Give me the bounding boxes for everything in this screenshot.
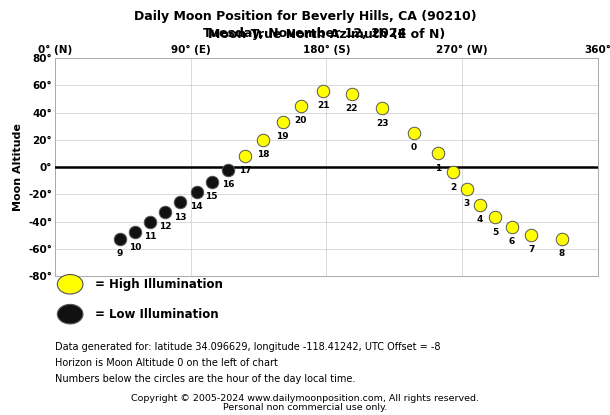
Text: 15: 15 (206, 192, 218, 201)
Text: 5: 5 (492, 228, 498, 237)
Point (115, 236, 124, 242)
Y-axis label: Moon Altitude: Moon Altitude (13, 123, 23, 211)
Point (377, 105, 387, 112)
Text: 18: 18 (257, 150, 269, 159)
Point (475, 202, 485, 208)
Text: Personal non commercial use only.: Personal non commercial use only. (223, 403, 387, 412)
Point (296, 103, 306, 109)
Text: 9: 9 (117, 249, 123, 259)
Text: 17: 17 (239, 166, 251, 176)
Text: 2: 2 (450, 183, 456, 192)
Point (433, 150, 443, 157)
Point (318, 88, 328, 94)
Text: 0: 0 (411, 143, 417, 152)
Point (258, 137, 268, 143)
Text: 12: 12 (159, 222, 171, 231)
Text: 13: 13 (174, 212, 186, 222)
Point (409, 129, 418, 136)
Point (160, 209, 170, 215)
Point (145, 218, 155, 225)
Text: Data generated for: latitude 34.096629, longitude -118.41242, UTC Offset = -8: Data generated for: latitude 34.096629, … (55, 342, 440, 352)
Text: 16: 16 (222, 180, 235, 189)
Text: 1: 1 (435, 164, 441, 173)
Circle shape (57, 304, 83, 324)
Text: 6: 6 (509, 237, 515, 246)
X-axis label: Moon True North Azimuth (E of N): Moon True North Azimuth (E of N) (208, 28, 445, 42)
Point (448, 169, 458, 176)
Text: = High Illumination: = High Illumination (95, 278, 223, 291)
Point (557, 236, 567, 242)
Point (526, 232, 536, 239)
Text: Horizon is Moon Altitude 0 on the left of chart: Horizon is Moon Altitude 0 on the left o… (55, 358, 278, 368)
Text: Numbers below the circles are the hour of the day local time.: Numbers below the circles are the hour o… (55, 374, 355, 384)
Text: Tuesday, November 12, 2024: Tuesday, November 12, 2024 (203, 27, 407, 40)
Text: 14: 14 (190, 202, 203, 211)
Text: 19: 19 (276, 132, 289, 142)
Text: 21: 21 (317, 101, 329, 110)
Text: 11: 11 (144, 232, 156, 241)
Point (175, 199, 185, 206)
Text: 22: 22 (346, 104, 358, 113)
Text: = Low Illumination: = Low Illumination (95, 308, 218, 321)
Text: 8: 8 (559, 249, 565, 259)
Text: Copyright © 2005-2024 www.dailymoonposition.com, All rights reserved.: Copyright © 2005-2024 www.dailymoonposit… (131, 393, 479, 403)
Circle shape (57, 274, 83, 294)
Text: 4: 4 (477, 215, 483, 225)
Text: 7: 7 (528, 245, 534, 254)
Text: 20: 20 (295, 116, 307, 125)
Point (347, 90, 357, 97)
Point (130, 229, 140, 236)
Point (207, 179, 217, 186)
Text: 23: 23 (376, 119, 389, 128)
Point (490, 214, 500, 221)
Point (278, 119, 287, 125)
Point (223, 166, 233, 173)
Point (462, 186, 472, 192)
Point (192, 188, 201, 195)
Point (240, 153, 250, 159)
Text: 10: 10 (129, 243, 141, 251)
Text: Daily Moon Position for Beverly Hills, CA (90210): Daily Moon Position for Beverly Hills, C… (134, 10, 476, 23)
Point (507, 224, 517, 230)
Text: 3: 3 (464, 199, 470, 208)
